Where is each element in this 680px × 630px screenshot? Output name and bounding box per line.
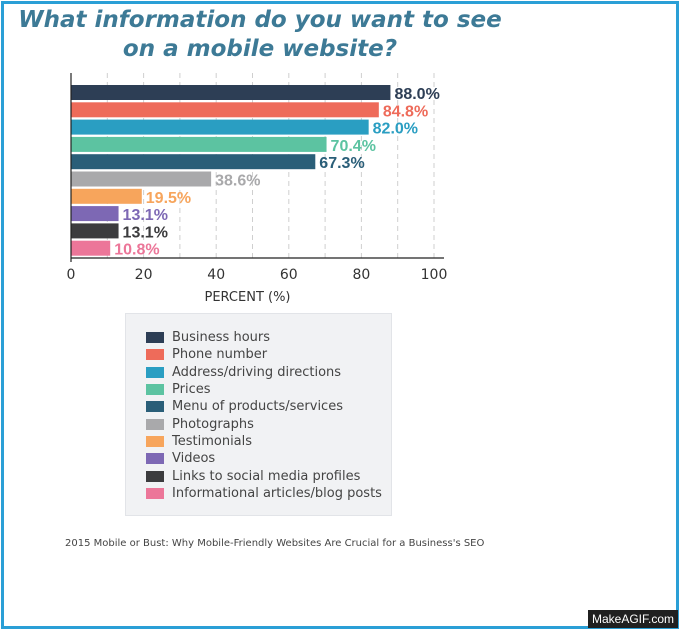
bar bbox=[71, 119, 369, 135]
x-tick-label: 20 bbox=[135, 267, 153, 283]
bar-value-label: 67.3% bbox=[319, 155, 364, 172]
legend-item: Testimonials bbox=[146, 433, 391, 450]
legend-label: Testimonials bbox=[172, 433, 253, 449]
legend-swatch bbox=[146, 332, 164, 344]
legend-label: Address/driving directions bbox=[172, 364, 342, 380]
bar bbox=[71, 188, 142, 204]
bar-value-label: 88.0% bbox=[394, 86, 439, 103]
legend-swatch bbox=[146, 435, 164, 447]
legend-label: Phone number bbox=[172, 347, 268, 363]
x-tick-label: 100 bbox=[421, 267, 448, 283]
bar bbox=[71, 171, 212, 187]
bar-value-label: 84.8% bbox=[383, 103, 428, 120]
bar bbox=[71, 154, 316, 170]
x-axis: 0 20 40 60 80 100 PERCENT (%) bbox=[67, 73, 448, 305]
chart-title: What information do you want to see on a… bbox=[18, 7, 502, 62]
legend-swatch bbox=[146, 453, 164, 465]
x-tick-label: 40 bbox=[207, 267, 225, 283]
legend-item: Links to social media profiles bbox=[146, 467, 391, 484]
legend-swatch bbox=[146, 349, 164, 361]
bar bbox=[71, 223, 119, 239]
legend-item: Prices bbox=[146, 381, 391, 398]
x-tick-label: 60 bbox=[280, 267, 298, 283]
legend-item: Address/driving directions bbox=[146, 364, 391, 381]
bar bbox=[71, 102, 379, 118]
legend-swatch bbox=[146, 470, 164, 482]
source-note: 2015 Mobile or Bust: Why Mobile-Friendly… bbox=[65, 538, 485, 549]
legend-item: Photographs bbox=[146, 415, 391, 432]
legend-swatch bbox=[146, 487, 164, 499]
legend-swatch bbox=[146, 384, 164, 396]
bar-value-label: 70.4% bbox=[331, 138, 376, 155]
legend-item: Business hours bbox=[146, 329, 391, 346]
legend-label: Videos bbox=[172, 451, 216, 467]
legend-item: Videos bbox=[146, 450, 391, 467]
bar-value-label: 13.1% bbox=[123, 207, 168, 224]
bar bbox=[71, 240, 111, 256]
watermark: MakeAGIF.com bbox=[587, 610, 678, 628]
bar-value-label: 38.6% bbox=[215, 173, 260, 190]
legend-swatch bbox=[146, 418, 164, 430]
bar bbox=[71, 206, 119, 222]
legend: Business hours Phone number Address/drivin… bbox=[125, 313, 392, 516]
bar-chart: 88.0%84.8%82.0%70.4%67.3%38.6%19.5%13.1%… bbox=[67, 73, 448, 305]
legend-item: Menu of products/services bbox=[146, 398, 391, 415]
bar bbox=[71, 136, 327, 152]
bar-value-label: 19.5% bbox=[146, 190, 191, 207]
x-axis-label: PERCENT (%) bbox=[204, 290, 290, 305]
legend-label: Informational articles/blog posts bbox=[172, 485, 382, 501]
legend-label: Menu of products/services bbox=[172, 399, 343, 415]
x-tick-label: 0 bbox=[67, 267, 76, 283]
legend-label: Prices bbox=[172, 382, 211, 398]
bar bbox=[71, 85, 391, 100]
legend-label: Photographs bbox=[172, 416, 254, 432]
x-tick-label: 80 bbox=[352, 267, 370, 283]
legend-swatch bbox=[146, 401, 164, 413]
bar-value-label: 13.1% bbox=[123, 224, 168, 241]
bar-value-label: 82.0% bbox=[373, 121, 418, 138]
legend-item: Informational articles/blog posts bbox=[146, 485, 391, 502]
legend-swatch bbox=[146, 366, 164, 378]
bar-value-label: 10.8% bbox=[114, 242, 159, 259]
legend-label: Business hours bbox=[172, 330, 271, 346]
legend-item: Phone number bbox=[146, 346, 391, 363]
bars: 88.0%84.8%82.0%70.4%67.3%38.6%19.5%13.1%… bbox=[71, 85, 440, 259]
legend-label: Links to social media profiles bbox=[172, 468, 361, 484]
